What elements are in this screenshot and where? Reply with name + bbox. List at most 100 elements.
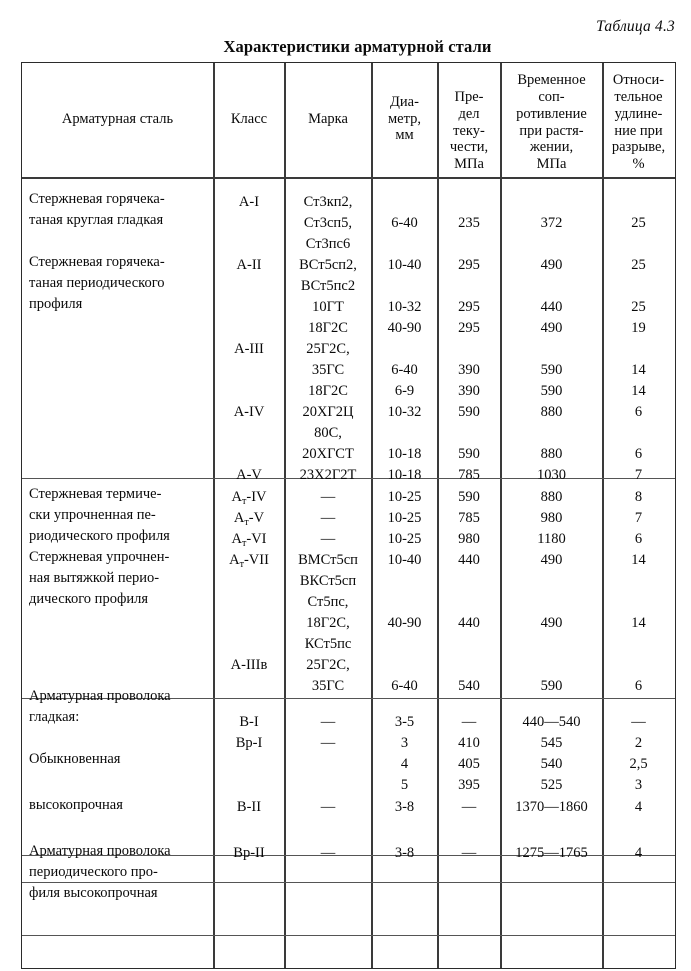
cell-steel-hot-rolled-4: таная периодического xyxy=(29,275,165,291)
cell-elongation-hot-rolled-12: 6 xyxy=(634,446,643,462)
cell-diameter-hot-rolled-3: 10-40 xyxy=(387,257,422,273)
column-header-steel-line-0: Арматурная сталь xyxy=(61,110,174,127)
cell-tensile-high-strength-wire-0: 1370—1860 xyxy=(515,799,588,815)
cell-yield-plain-wire-2: 405 xyxy=(458,756,480,772)
cell-grade-deformed-high-strength-wire-0: — xyxy=(320,845,336,861)
cell-yield-high-strength-wire-0: — xyxy=(461,799,477,815)
cell-steel-heat-strengthened-3: Стержневая упрочнен- xyxy=(29,549,170,565)
cell-class-heat-strengthened-3: Ат-VII xyxy=(229,552,269,570)
cell-steel-heat-strengthened-0: Стержневая термиче- xyxy=(29,486,162,502)
column-divider-2 xyxy=(284,63,286,968)
cell-yield-plain-wire-3: 395 xyxy=(458,777,480,793)
cell-grade-hot-rolled-3: ВСт5сп2, xyxy=(299,257,357,273)
cell-steel-deformed-high-strength-wire-0: Арматурная проволока xyxy=(29,843,171,859)
cell-yield-heat-strengthened-9: 540 xyxy=(458,678,480,694)
cell-grade-plain-wire-1: — xyxy=(320,735,336,751)
column-header-tensile-strength: Временное соп- ротивление при растя- жен… xyxy=(501,63,602,177)
cell-tensile-deformed-high-strength-wire-0: 1275—1765 xyxy=(515,845,588,861)
column-header-elongation-line-3: ние при xyxy=(614,122,663,139)
cell-steel-hot-rolled-1: таная круглая гладкая xyxy=(29,212,164,228)
cell-tensile-plain-wire-0: 440—540 xyxy=(522,714,581,730)
cell-grade-hot-rolled-10: 20ХГ2Ц xyxy=(302,404,354,420)
column-header-elongation-line-4: разрыве, xyxy=(611,139,666,156)
cell-elongation-plain-wire-3: 3 xyxy=(634,777,643,793)
cell-diameter-heat-strengthened-6: 40-90 xyxy=(387,615,422,631)
table-body: Стержневая горячека-таная круглая гладка… xyxy=(22,179,675,968)
cell-elongation-heat-strengthened-0: 8 xyxy=(634,489,643,505)
cell-diameter-heat-strengthened-3: 10-40 xyxy=(387,552,422,568)
column-header-tensile-line-1: соп- xyxy=(538,88,565,105)
cell-tensile-heat-strengthened-0: 880 xyxy=(540,489,563,505)
body-col-tensile: 372 490 440 490 590 590 880 880 1030 880 980 1180 49… xyxy=(501,179,602,968)
cell-elongation-hot-rolled-10: 6 xyxy=(634,404,643,420)
column-header-yield-line-2: теку- xyxy=(453,122,485,139)
cell-elongation-high-strength-wire-0: 4 xyxy=(634,799,643,815)
cell-class-heat-strengthened-2: Ат-VI xyxy=(231,531,267,549)
cell-tensile-hot-rolled-6: 490 xyxy=(540,320,563,336)
cell-class-plain-wire-1: Вр-I xyxy=(235,735,263,751)
cell-diameter-hot-rolled-5: 10-32 xyxy=(387,299,422,315)
cell-yield-heat-strengthened-1: 785 xyxy=(458,510,480,526)
cell-tensile-plain-wire-1: 545 xyxy=(540,735,563,751)
cell-elongation-heat-strengthened-9: 6 xyxy=(634,678,643,694)
column-header-steel: Арматурная сталь xyxy=(22,63,213,177)
cell-grade-hot-rolled-4: ВСт5пс2 xyxy=(300,278,356,294)
cell-grade-hot-rolled-2: Ст3пс6 xyxy=(305,236,351,252)
column-header-tensile-line-0: Временное xyxy=(517,72,586,89)
page-title: Характеристики арматурной стали xyxy=(223,37,492,56)
column-header-yield-line-3: чести, xyxy=(449,139,489,156)
column-header-elongation-line-0: Относи- xyxy=(612,72,665,89)
column-divider-1 xyxy=(213,63,215,968)
cell-yield-plain-wire-1: 410 xyxy=(458,735,480,751)
column-header-tensile-line-5: МПа xyxy=(536,156,567,173)
column-header-elongation-line-2: удлине- xyxy=(614,105,663,122)
cell-elongation-plain-wire-1: 2 xyxy=(634,735,643,751)
cell-class-heat-strengthened-1: Ат-V xyxy=(233,510,265,528)
cell-yield-heat-strengthened-0: 590 xyxy=(458,489,480,505)
cell-yield-plain-wire-0: — xyxy=(461,714,477,730)
cell-yield-hot-rolled-12: 590 xyxy=(458,446,480,462)
column-header-tensile-line-2: ротивление xyxy=(516,105,587,122)
cell-steel-plain-wire-1: гладкая: xyxy=(29,709,80,725)
cell-elongation-hot-rolled-8: 14 xyxy=(631,362,646,378)
body-col-diameter: 6-40 10-40 10-32 40-90 6-40 6-9 10-32 10-18 10-1… xyxy=(372,179,437,968)
cell-diameter-heat-strengthened-1: 10-25 xyxy=(387,510,422,526)
cell-tensile-heat-strengthened-6: 490 xyxy=(540,615,563,631)
cell-grade-heat-strengthened-6: 18Г2С, xyxy=(306,615,350,631)
cell-steel-heat-strengthened-4: ная вытяжкой перио- xyxy=(29,570,160,586)
cell-elongation-heat-strengthened-2: 6 xyxy=(634,531,643,547)
cell-yield-hot-rolled-1: 235 xyxy=(458,215,480,231)
cell-diameter-heat-strengthened-2: 10-25 xyxy=(387,531,422,547)
cell-diameter-heat-strengthened-9: 6-40 xyxy=(391,678,418,694)
cell-grade-hot-rolled-8: 35ГС xyxy=(311,362,345,378)
cell-steel-deformed-high-strength-wire-2: филя высокопрочная xyxy=(29,885,158,901)
cell-elongation-hot-rolled-6: 19 xyxy=(631,320,646,336)
column-divider-4 xyxy=(437,63,439,968)
column-divider-6 xyxy=(602,63,604,968)
cell-grade-hot-rolled-0: Ст3кп2, xyxy=(303,194,353,210)
column-header-elongation-line-1: тельное xyxy=(614,88,663,105)
section-divider-4 xyxy=(22,882,675,883)
cell-elongation-plain-wire-0: — xyxy=(631,714,646,730)
cell-yield-hot-rolled-5: 295 xyxy=(458,299,480,315)
cell-grade-heat-strengthened-5: Ст5пс, xyxy=(307,594,349,610)
cell-tensile-heat-strengthened-2: 1180 xyxy=(537,531,566,547)
cell-grade-hot-rolled-7: 25Г2С, xyxy=(306,341,350,357)
cell-yield-heat-strengthened-3: 440 xyxy=(458,552,480,568)
body-col-yield: 235 295 295 295 390 390 590 590 785 590 785 980 440 4… xyxy=(438,179,500,968)
cell-grade-hot-rolled-6: 18Г2С xyxy=(308,320,348,336)
cell-class-hot-rolled-7: А-III xyxy=(234,341,264,357)
table-header-row: Арматурная сталь Класс Марка Диа- метр, … xyxy=(22,63,675,177)
body-col-class: А-I А-II А-III А-IV А-V Ат-IV Ат-V Ат-VI Ат-VII А… xyxy=(214,179,284,968)
cell-grade-heat-strengthened-1: — xyxy=(320,510,336,526)
cell-diameter-heat-strengthened-0: 10-25 xyxy=(387,489,422,505)
cell-grade-hot-rolled-1: Ст3сп5, xyxy=(303,215,353,231)
section-divider-5 xyxy=(22,935,675,936)
column-header-diameter-line-2: мм xyxy=(395,127,414,144)
cell-diameter-plain-wire-3: 5 xyxy=(400,777,409,793)
cell-class-plain-wire-0: В-I xyxy=(239,714,259,730)
cell-diameter-plain-wire-2: 4 xyxy=(400,756,409,772)
cell-tensile-heat-strengthened-1: 980 xyxy=(540,510,563,526)
cell-class-heat-strengthened-8: А-IIIв xyxy=(230,657,268,673)
cell-class-deformed-high-strength-wire-0: Вр-II xyxy=(233,845,265,861)
